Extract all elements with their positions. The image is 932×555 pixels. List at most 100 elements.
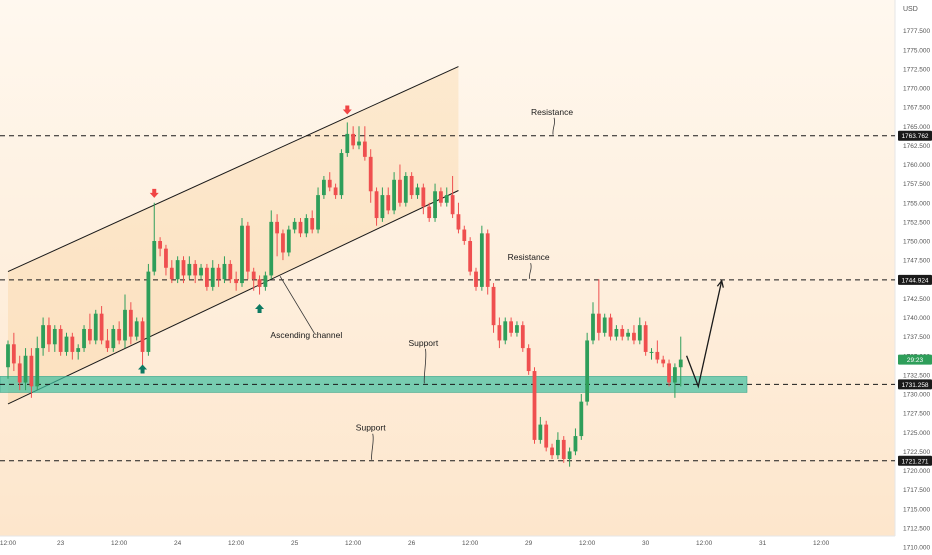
- candle[interactable]: [357, 126, 361, 150]
- candle[interactable]: [544, 420, 549, 452]
- candle[interactable]: [620, 325, 625, 341]
- candle[interactable]: [134, 317, 139, 341]
- candle[interactable]: [23, 348, 28, 391]
- candle[interactable]: [398, 164, 402, 207]
- candle[interactable]: [415, 183, 420, 199]
- candle[interactable]: [140, 317, 145, 372]
- candle[interactable]: [35, 336, 40, 391]
- candle[interactable]: [479, 225, 484, 291]
- candle[interactable]: [567, 447, 572, 467]
- candle[interactable]: [111, 325, 116, 352]
- candle[interactable]: [199, 263, 203, 280]
- candle[interactable]: [614, 325, 619, 341]
- candle[interactable]: [632, 325, 636, 345]
- candle[interactable]: [169, 260, 174, 284]
- candle[interactable]: [316, 187, 320, 234]
- candle[interactable]: [538, 416, 543, 444]
- candle[interactable]: [222, 256, 227, 284]
- candle[interactable]: [164, 244, 168, 276]
- candle[interactable]: [146, 263, 151, 356]
- candle[interactable]: [444, 187, 449, 207]
- candle[interactable]: [76, 344, 81, 360]
- candle[interactable]: [88, 313, 92, 345]
- candle[interactable]: [351, 126, 356, 150]
- candle[interactable]: [6, 340, 10, 379]
- candle[interactable]: [550, 443, 554, 460]
- candle[interactable]: [240, 218, 244, 287]
- candle[interactable]: [339, 149, 344, 199]
- candle[interactable]: [322, 175, 326, 199]
- candle[interactable]: [643, 321, 648, 356]
- candle[interactable]: [263, 271, 268, 291]
- candle[interactable]: [11, 332, 16, 372]
- candle[interactable]: [386, 187, 391, 215]
- candle[interactable]: [573, 428, 578, 456]
- candle[interactable]: [579, 394, 584, 440]
- candle[interactable]: [93, 309, 98, 345]
- candle[interactable]: [515, 321, 519, 337]
- candle[interactable]: [591, 302, 595, 345]
- candle[interactable]: [58, 325, 63, 356]
- candle[interactable]: [105, 328, 110, 352]
- candle[interactable]: [392, 172, 396, 215]
- candle[interactable]: [187, 256, 192, 280]
- candle[interactable]: [251, 267, 256, 291]
- candle[interactable]: [99, 306, 104, 345]
- candle[interactable]: [368, 149, 373, 203]
- candle[interactable]: [286, 225, 291, 257]
- channel-upper-line[interactable]: [7, 66, 459, 273]
- projection-path[interactable]: [685, 279, 724, 389]
- candle[interactable]: [210, 260, 215, 291]
- candle[interactable]: [462, 225, 467, 245]
- candle[interactable]: [345, 122, 350, 157]
- candle[interactable]: [70, 332, 75, 360]
- candle[interactable]: [585, 332, 590, 406]
- candle[interactable]: [649, 348, 654, 360]
- candle[interactable]: [655, 340, 660, 364]
- candle[interactable]: [292, 218, 297, 234]
- candle[interactable]: [561, 436, 566, 463]
- candle[interactable]: [310, 210, 315, 234]
- candle[interactable]: [661, 355, 666, 368]
- candle[interactable]: [532, 367, 537, 444]
- candle[interactable]: [380, 187, 385, 222]
- candle[interactable]: [41, 317, 45, 356]
- candle[interactable]: [123, 294, 127, 349]
- candle[interactable]: [602, 313, 607, 337]
- candle[interactable]: [181, 256, 186, 284]
- candle[interactable]: [275, 214, 279, 257]
- candle[interactable]: [304, 214, 309, 238]
- candle[interactable]: [245, 221, 250, 280]
- candle[interactable]: [374, 187, 379, 226]
- candle[interactable]: [503, 317, 508, 345]
- candle[interactable]: [82, 325, 86, 352]
- candle[interactable]: [175, 256, 180, 284]
- candle[interactable]: [152, 202, 157, 276]
- projection-line[interactable]: [685, 280, 723, 389]
- candle[interactable]: [128, 302, 133, 345]
- candle[interactable]: [403, 172, 408, 207]
- candle[interactable]: [497, 317, 502, 349]
- candle[interactable]: [485, 229, 490, 295]
- candle[interactable]: [474, 267, 478, 291]
- candle[interactable]: [491, 283, 496, 333]
- candle[interactable]: [409, 172, 414, 199]
- candle[interactable]: [228, 260, 233, 284]
- candles[interactable]: [6, 122, 683, 467]
- candle[interactable]: [421, 183, 426, 215]
- candle[interactable]: [556, 432, 560, 460]
- candle[interactable]: [596, 279, 601, 341]
- candle[interactable]: [673, 363, 677, 398]
- candle[interactable]: [281, 229, 285, 261]
- candle[interactable]: [193, 260, 198, 284]
- candle[interactable]: [17, 355, 22, 391]
- candle[interactable]: [626, 328, 630, 341]
- candle[interactable]: [667, 359, 671, 387]
- candle[interactable]: [468, 237, 473, 276]
- candle[interactable]: [509, 317, 513, 337]
- candle[interactable]: [298, 218, 303, 238]
- candle[interactable]: [362, 126, 367, 161]
- candle[interactable]: [678, 336, 683, 387]
- channel-lower-line[interactable]: [7, 190, 459, 405]
